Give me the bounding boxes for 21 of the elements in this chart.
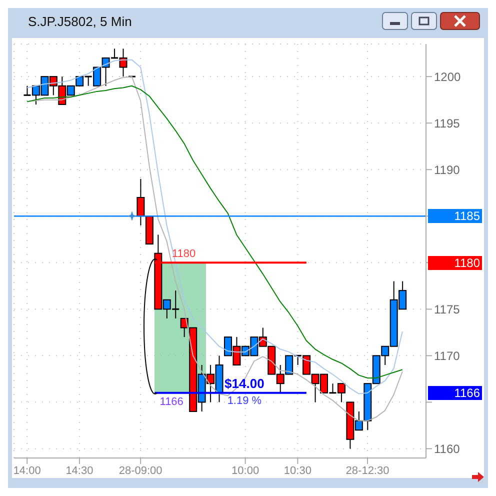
text: 1166	[454, 386, 480, 400]
ref-line-label: 1185	[428, 209, 482, 224]
ref-line-label: 1180	[172, 248, 196, 260]
x-tick-label: 28-09:00	[118, 464, 162, 477]
y-tick-label: 1160	[434, 442, 460, 456]
y-tick-label: 1195	[434, 116, 460, 130]
ref-line-label: 1166	[160, 396, 184, 408]
candlestick	[136, 178, 145, 226]
y-tick-label: 1170	[434, 348, 460, 363]
x-tick-label: 14:30	[66, 464, 94, 477]
x-tick-label: 10:00	[232, 464, 260, 477]
annotation: $14.00	[224, 376, 266, 391]
y-tick-label: 1190	[434, 162, 460, 177]
y-tick-label: 1175	[434, 302, 460, 316]
x-tick-label: 28-12:30	[346, 464, 390, 477]
annotation: 1.19 %	[226, 394, 263, 407]
text: 1180	[454, 256, 480, 270]
x-tick-label: 10:30	[284, 464, 312, 477]
chart-title: S.JP.J5802, 5 Min	[28, 14, 132, 29]
x-tick-label: 14:00	[13, 464, 41, 477]
y-tick-label: 1200	[434, 70, 462, 84]
